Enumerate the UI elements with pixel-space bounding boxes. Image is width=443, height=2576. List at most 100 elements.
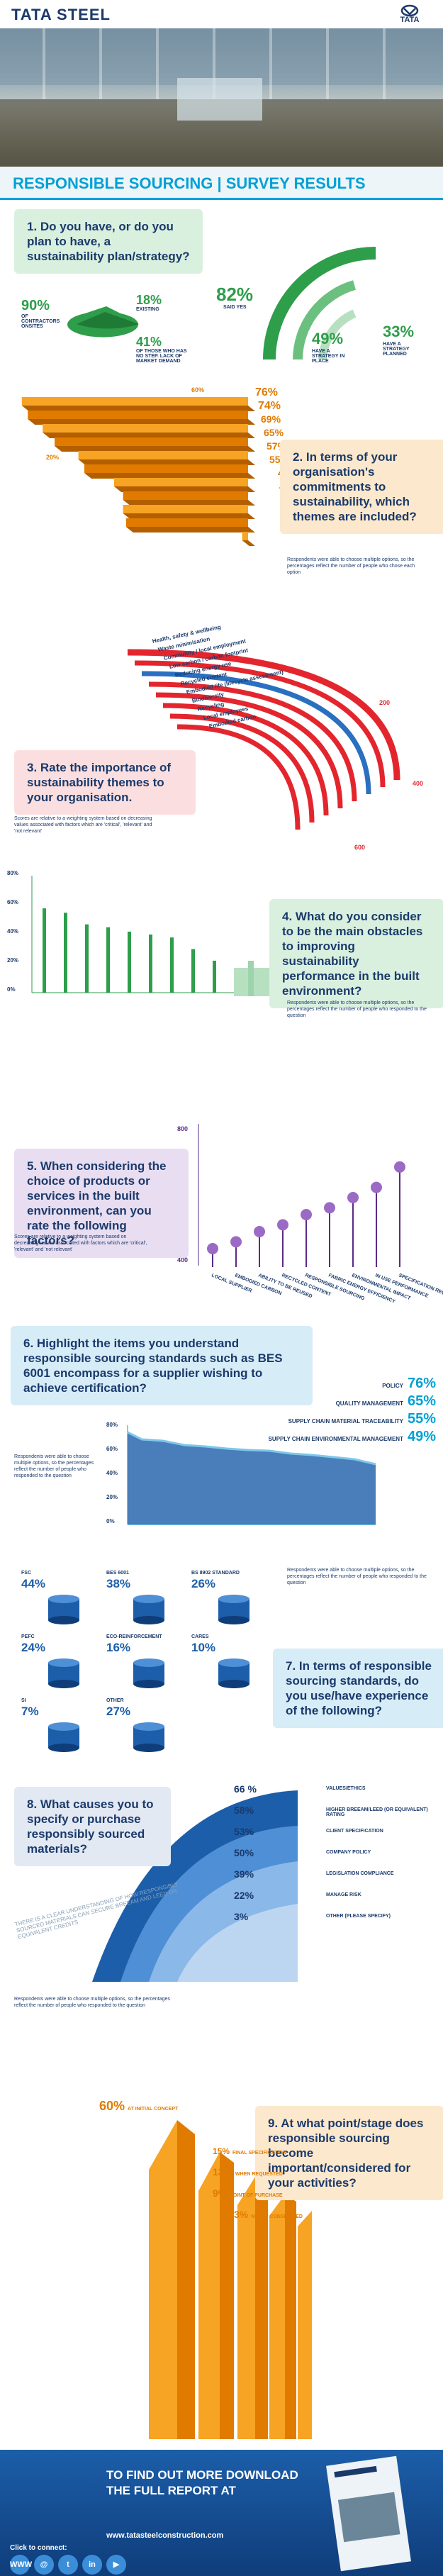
q9-stage: 3% NEVER CONSIDERED xyxy=(234,2209,303,2221)
q9-stage-label: POINT OF PURCHASE xyxy=(230,2193,283,2198)
q7-item-label: CARES xyxy=(191,1634,209,1639)
linkedin-icon[interactable]: in xyxy=(82,2555,102,2575)
q2-bar xyxy=(114,478,248,486)
q6-stat-label: SUPPLY CHAIN MATERIAL TRACEABILITY xyxy=(288,1418,403,1424)
q7-item: SI 7% xyxy=(21,1698,92,1758)
q7-cylinder-icon xyxy=(48,1722,79,1752)
q6-note: Respondents were able to choose multiple… xyxy=(14,1454,94,1478)
email-icon[interactable]: @ xyxy=(34,2555,54,2575)
q8-item-value: 66 % xyxy=(234,1783,257,1795)
q7-item-label: ECO-REINFORCEMENT xyxy=(106,1634,162,1639)
q5-point xyxy=(230,1236,242,1248)
q4-tick-label: 80% xyxy=(7,870,19,876)
youtube-icon[interactable]: ▶ xyxy=(106,2555,126,2575)
footer-url-link[interactable]: www.tatasteelconstruction.com xyxy=(106,2531,224,2540)
title-bar xyxy=(0,167,443,200)
q7-cylinder-icon xyxy=(48,1595,79,1624)
q5-point xyxy=(277,1219,288,1231)
q2-axis-top: 60% xyxy=(191,386,205,394)
q6-stat-label: POLICY xyxy=(382,1383,403,1389)
q6-tick-label: 80% xyxy=(106,1422,118,1428)
q9-chart xyxy=(149,2120,312,2439)
q4-bar xyxy=(128,931,131,993)
q2-bar xyxy=(55,437,248,446)
q3-chart xyxy=(127,649,400,830)
q8-item-value: 58% xyxy=(234,1805,254,1816)
q3-scale-1: 200 xyxy=(379,699,391,706)
q1-ring-value-1: 82% xyxy=(216,284,254,305)
q2-bar xyxy=(21,397,249,406)
q8-item-label: VALUES/ETHICS xyxy=(326,1786,366,1791)
q6-question: 6. Highlight the items you understand re… xyxy=(11,1326,313,1405)
q7-item-value: 38% xyxy=(106,1577,131,1590)
q5-point xyxy=(301,1209,312,1220)
q2-axis-left: 40% xyxy=(106,413,120,420)
q7-item: PEFC 24% xyxy=(21,1634,92,1695)
q5-factor-label: LOCAL SUPPLIER xyxy=(211,1273,252,1293)
q7-item-value: 24% xyxy=(21,1641,46,1654)
q7-item: ECO-REINFORCEMENT 16% xyxy=(106,1634,177,1695)
q2-bar-shadow xyxy=(78,459,255,465)
q6-tick-label: 0% xyxy=(106,1518,115,1524)
q5-tick-400: 400 xyxy=(177,1256,189,1264)
q7-item: CARES 10% xyxy=(191,1634,262,1695)
q2-chart xyxy=(21,397,256,546)
q4-tick-label: 0% xyxy=(7,986,16,993)
q5-question: 5. When considering the choice of produc… xyxy=(14,1149,189,1258)
q4-bar xyxy=(191,949,195,993)
q6-stat-value: 49% xyxy=(407,1429,436,1444)
q2-value-label: 76% xyxy=(255,386,279,398)
q3-section xyxy=(0,624,443,858)
q2-bar-shadow xyxy=(43,433,255,438)
q6-tick-label: 60% xyxy=(106,1446,118,1452)
q2-bar xyxy=(84,464,248,473)
q7-cylinder-icon xyxy=(133,1722,164,1752)
q1-pie-value-3: 41% xyxy=(136,335,162,349)
q8-item-label: LEGISLATION COMPLIANCE xyxy=(326,1871,394,1876)
q7-item-value: 10% xyxy=(191,1641,216,1654)
q7-item: BS 8902 STANDARD 26% xyxy=(191,1571,262,1631)
q8-item-value: 3% xyxy=(234,1911,249,1922)
q1-pie-label-3: OF THOSE WHO HAS NO STEP. LACK OF MARKET… xyxy=(136,349,187,364)
q6-stat-value: 76% xyxy=(407,1376,436,1391)
q2-bar-shadow xyxy=(21,406,256,411)
q2-bar-shadow xyxy=(123,500,255,506)
q8-item-label: MANAGE RISK xyxy=(326,1892,361,1897)
q7-cylinder-icon xyxy=(218,1595,249,1624)
q2-axis-low: 20% xyxy=(46,454,60,461)
q2-bar xyxy=(123,505,248,513)
q7-note: Respondents were able to choose multiple… xyxy=(287,1568,427,1585)
q7-item-value: 27% xyxy=(106,1705,131,1718)
q7-item-label: OTHER xyxy=(106,1698,124,1703)
q4-tick-label: 60% xyxy=(7,899,19,905)
report-cover-icon[interactable] xyxy=(326,2453,411,2574)
header-bar xyxy=(0,0,443,28)
q1-ring-label-3: HAVE A STRATEGY PLANNED xyxy=(383,342,410,357)
q5-note: Scores are relative to a weighting syste… xyxy=(14,1234,147,1252)
q2-bar-shadow xyxy=(28,419,255,425)
q7-item-value: 7% xyxy=(21,1705,39,1718)
q8-item-value: 50% xyxy=(234,1847,254,1858)
twitter-icon[interactable]: t xyxy=(58,2555,78,2575)
q7-item: BES 6001 38% xyxy=(106,1571,177,1631)
q8-note: Respondents were able to choose multiple… xyxy=(14,1997,170,2008)
q9-stage-value: 3% xyxy=(234,2209,249,2220)
q3-scale-3: 600 xyxy=(354,844,366,851)
q1-ring-label-1: SAID YES xyxy=(223,305,247,310)
q8-chart xyxy=(92,1790,298,1982)
q7-cylinder-icon xyxy=(133,1658,164,1688)
q8-question: 8. What causes you to specify or purchas… xyxy=(14,1787,171,1866)
q8-item-label: HIGHER BREEAM/LEED (OR EQUIVALENT) RATIN… xyxy=(326,1807,428,1817)
q2-bar-shadow xyxy=(123,513,255,519)
q1-pie-value-1: 90% xyxy=(21,298,50,313)
q8-item-value: 53% xyxy=(234,1826,254,1837)
q7-item-label: FSC xyxy=(21,1571,31,1576)
website-icon[interactable]: WWW xyxy=(10,2555,32,2575)
q8-item-label: CLIENT SPECIFICATION xyxy=(326,1829,383,1834)
q6-stat-row: POLICY 76% xyxy=(382,1376,436,1392)
q5-tick-800: 800 xyxy=(177,1125,189,1132)
q7-item-label: BES 6001 xyxy=(106,1571,129,1576)
q4-bar xyxy=(149,935,152,993)
q4-tick-label: 20% xyxy=(7,957,19,964)
q7-cylinder-icon xyxy=(218,1658,249,1688)
